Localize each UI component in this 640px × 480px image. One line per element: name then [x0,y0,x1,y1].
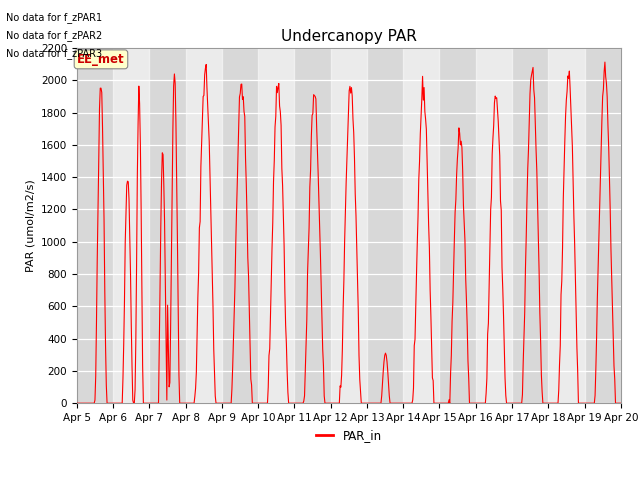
Bar [113,48,149,403]
Text: No data for f_zPAR1: No data for f_zPAR1 [6,12,102,23]
Bar [548,48,584,403]
Bar [403,48,440,403]
Bar [186,48,222,403]
Text: No data for f_zPAR3: No data for f_zPAR3 [6,48,102,60]
Bar [476,48,512,403]
Bar [258,48,294,403]
Title: Undercanopy PAR: Undercanopy PAR [281,29,417,44]
Y-axis label: PAR (umol/m2/s): PAR (umol/m2/s) [25,179,35,272]
Bar [331,48,367,403]
Text: EE_met: EE_met [77,53,125,66]
Legend: PAR_in: PAR_in [311,425,387,447]
Text: No data for f_zPAR2: No data for f_zPAR2 [6,30,102,41]
